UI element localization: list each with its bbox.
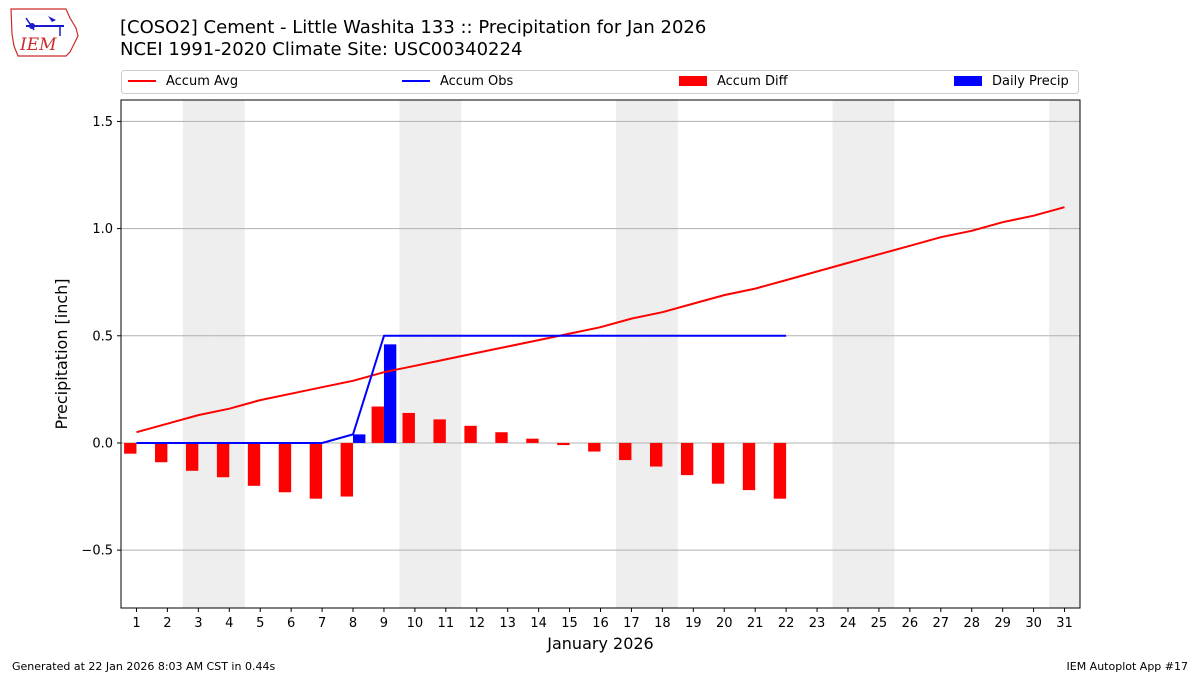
x-tick-label: 25 [871, 616, 888, 631]
x-tick-label: 30 [1025, 616, 1042, 631]
accum-diff-bar [185, 442, 199, 471]
x-tick-label: 9 [380, 616, 388, 631]
legend-item-daily-precip: Daily Precip [954, 74, 1069, 90]
accum-diff-bar [247, 442, 261, 486]
logo-text: IEM [19, 35, 57, 55]
x-tick-label: 23 [809, 616, 826, 631]
x-tick-label: 26 [902, 616, 919, 631]
accum-avg-line [136, 206, 1065, 434]
weekend-band [615, 100, 647, 608]
legend-label-accum-obs: Accum Obs [440, 74, 514, 89]
chart-title: [COSO2] Cement - Little Washita 133 :: P… [120, 17, 707, 38]
weekend-band [182, 100, 214, 608]
legend-label-accum-avg: Accum Avg [166, 74, 239, 89]
accum-diff-bar [278, 442, 292, 493]
legend-item-accum-avg: Accum Avg [128, 74, 238, 90]
accum-diff-bar [371, 406, 384, 443]
x-tick-label: 27 [933, 616, 950, 631]
footer-app: IEM Autoplot App #17 [1066, 660, 1189, 673]
x-tick-label: 3 [194, 616, 202, 631]
x-tick-label: 5 [256, 616, 264, 631]
legend-swatch-accum-avg [128, 79, 156, 82]
x-tick-label: 7 [318, 616, 326, 631]
x-tick-label: 15 [561, 616, 578, 631]
accum-diff-bar [402, 412, 415, 443]
plot-frame [120, 99, 1081, 609]
footer-generated: Generated at 22 Jan 2026 8:03 AM CST in … [12, 660, 276, 673]
accum-diff-bar [495, 432, 508, 443]
y-axis-label: Precipitation [inch] [52, 278, 71, 429]
x-tick-label: 17 [623, 616, 640, 631]
legend-label-accum-diff: Accum Diff [717, 74, 788, 89]
accum-diff-bar [340, 442, 354, 497]
x-tick-label: 12 [468, 616, 485, 631]
x-tick-label: 22 [778, 616, 795, 631]
legend-swatch-accum-diff [679, 75, 707, 86]
x-tick-label: 24 [840, 616, 857, 631]
x-tick-label: 20 [716, 616, 733, 631]
weekend-band [863, 100, 895, 608]
x-tick-label: 4 [225, 616, 233, 631]
legend-swatch-daily-precip [954, 75, 982, 86]
weekend-band [399, 100, 431, 608]
accum-diff-bar [433, 419, 446, 443]
x-tick-label: 6 [287, 616, 295, 631]
accum-obs-line [136, 334, 787, 444]
weekend-band [646, 100, 678, 608]
weekend-band [1049, 100, 1080, 608]
chart-legend: Accum Avg Accum Obs Accum Diff Daily Pre… [121, 70, 1079, 94]
y-tick-label: 1.5 [92, 115, 113, 130]
y-tick-label: 1.0 [92, 222, 113, 237]
accum-diff-bar [309, 442, 323, 499]
y-tick-label: −0.5 [81, 544, 113, 559]
x-tick-label: 28 [963, 616, 980, 631]
weekend-band [832, 100, 864, 608]
x-tick-label: 2 [163, 616, 171, 631]
x-tick-label: 10 [407, 616, 424, 631]
y-tick-label: 0.5 [92, 329, 113, 344]
daily-precip-bar [383, 344, 397, 443]
x-tick-label: 14 [530, 616, 547, 631]
accum-diff-bar [619, 442, 632, 461]
x-tick-label: 29 [994, 616, 1011, 631]
x-tick-label: 19 [685, 616, 702, 631]
accum-diff-bar [526, 438, 539, 443]
weekend-band [430, 100, 462, 608]
daily-precip-bar [353, 434, 366, 443]
iem-logo: IEM [10, 8, 79, 57]
accum-diff-bar [711, 442, 725, 484]
accum-diff-bar [216, 442, 230, 478]
x-tick-label: 11 [438, 616, 455, 631]
accum-diff-bar [155, 442, 168, 463]
x-tick-label: 18 [654, 616, 671, 631]
x-tick-label: 21 [747, 616, 764, 631]
x-tick-label: 16 [592, 616, 609, 631]
x-tick-label: 1 [132, 616, 140, 631]
x-tick-label: 8 [349, 616, 357, 631]
y-tick-label: 0.0 [92, 436, 113, 451]
accum-diff-bar [773, 442, 787, 499]
legend-label-daily-precip: Daily Precip [992, 74, 1069, 89]
accum-diff-bar [557, 442, 570, 446]
x-tick-label: 31 [1056, 616, 1073, 631]
chart-subtitle: NCEI 1991-2020 Climate Site: USC00340224 [120, 39, 523, 60]
accum-diff-bar [588, 442, 601, 452]
weekend-band [213, 100, 245, 608]
accum-diff-bar [742, 442, 756, 491]
x-axis-label: January 2026 [546, 634, 653, 653]
accum-diff-bar [680, 442, 694, 476]
legend-item-accum-diff: Accum Diff [679, 74, 788, 90]
legend-swatch-accum-obs [402, 79, 430, 82]
x-tick-label: 13 [499, 616, 516, 631]
accum-diff-bar [649, 442, 663, 467]
accum-diff-bar [124, 442, 137, 454]
accum-diff-bar [464, 425, 477, 443]
legend-item-accum-obs: Accum Obs [402, 74, 513, 90]
